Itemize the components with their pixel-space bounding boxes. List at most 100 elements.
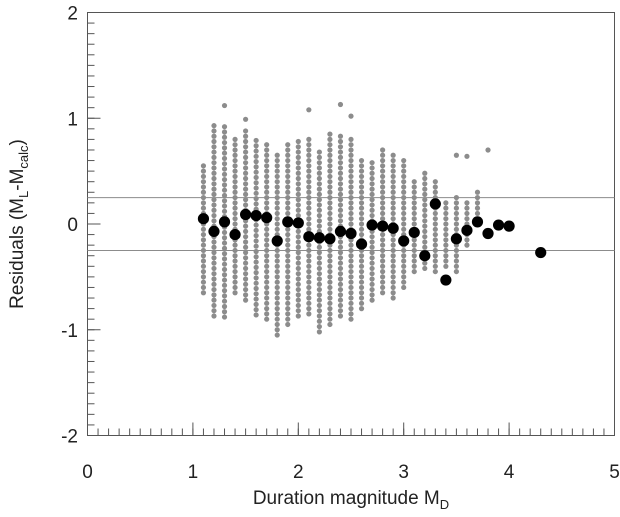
residual-point — [443, 247, 449, 254]
x-tick-label: 3 — [398, 462, 409, 483]
residual-point — [285, 194, 291, 201]
residual-point — [369, 197, 375, 203]
mean-residual-point — [355, 238, 368, 250]
residual-point — [243, 202, 249, 208]
residual-point — [432, 216, 438, 222]
residual-point — [432, 268, 438, 275]
residual-point — [285, 231, 291, 238]
residual-point — [401, 200, 407, 206]
residual-point — [264, 152, 270, 158]
residual-point — [221, 303, 228, 310]
residual-point — [390, 173, 396, 180]
residual-point — [243, 244, 249, 250]
residual-point — [264, 300, 270, 306]
x-tick-label: 0 — [82, 462, 93, 483]
residual-point — [348, 311, 354, 317]
residual-point — [295, 181, 301, 187]
residual-point — [221, 124, 228, 130]
residual-point — [337, 154, 344, 160]
residual-point — [348, 274, 354, 280]
residual-point — [253, 159, 259, 165]
residual-point — [295, 154, 301, 160]
x-axis-title: Duration magnitude MD — [253, 488, 449, 512]
residual-point — [253, 312, 259, 318]
residual-point — [285, 200, 291, 206]
residual-point — [316, 244, 322, 250]
x-axis-title-subscript: D — [440, 497, 449, 512]
residual-point — [221, 235, 228, 241]
residual-point — [401, 205, 407, 211]
residual-point — [306, 189, 312, 195]
residual-point — [327, 258, 333, 264]
residual-point — [390, 184, 396, 190]
residual-point — [369, 212, 375, 219]
residual-point — [243, 239, 249, 245]
residual-point — [264, 237, 270, 243]
residual-point — [306, 179, 312, 185]
y-tick-label: 2 — [67, 4, 78, 25]
residual-point — [285, 316, 291, 322]
residual-point — [337, 249, 344, 256]
residual-point — [285, 242, 291, 248]
residual-point — [443, 221, 449, 227]
residual-point — [327, 131, 333, 137]
residual-point — [316, 207, 322, 213]
residual-point — [380, 179, 386, 185]
residual-point — [348, 205, 354, 211]
residual-point — [295, 239, 301, 245]
residual-point — [422, 170, 428, 176]
residual-point — [253, 137, 259, 144]
residual-point — [285, 300, 291, 306]
residual-point — [264, 274, 270, 280]
residual-point — [253, 190, 259, 196]
residual-point — [390, 284, 396, 291]
residual-point — [274, 258, 280, 264]
residual-point — [327, 157, 333, 164]
residual-point — [369, 292, 375, 298]
residual-point — [243, 271, 249, 277]
residual-point — [274, 284, 280, 291]
residual-point — [358, 258, 365, 264]
residual-point — [285, 157, 291, 164]
residual-point — [337, 207, 344, 213]
residual-point — [411, 242, 417, 248]
residual-point — [411, 268, 417, 275]
residual-point — [401, 194, 407, 201]
mean-residual-point — [282, 216, 294, 228]
residual-point — [369, 249, 375, 256]
residual-point — [453, 210, 459, 217]
residual-point — [295, 186, 301, 192]
residual-point — [264, 258, 270, 264]
residual-point — [295, 234, 301, 240]
residual-point — [316, 260, 322, 266]
residual-point — [243, 116, 249, 122]
residual-point — [306, 247, 312, 254]
residual-point — [232, 263, 238, 269]
residual-point — [337, 313, 344, 319]
residual-point — [432, 221, 438, 227]
residual-point — [221, 102, 228, 109]
residual-point — [401, 163, 407, 169]
residual-point — [380, 189, 386, 195]
residual-point — [327, 263, 333, 269]
residual-point — [443, 242, 449, 248]
residual-point — [243, 128, 249, 134]
residual-point — [358, 173, 365, 180]
residual-point — [253, 296, 259, 302]
residual-point — [306, 200, 312, 206]
residual-point — [369, 191, 375, 197]
residual-point — [285, 290, 291, 296]
residual-point — [337, 265, 344, 272]
residual-point — [221, 293, 228, 299]
residual-point — [253, 264, 259, 270]
residual-point — [306, 253, 312, 259]
residual-point — [390, 263, 396, 269]
residual-point — [422, 239, 428, 245]
residual-point — [306, 152, 312, 158]
residual-point — [327, 205, 333, 211]
y-tick-label: 1 — [67, 109, 78, 130]
residual-point — [316, 202, 322, 208]
residual-point — [369, 181, 375, 187]
residual-point — [253, 285, 259, 292]
residual-point — [274, 332, 280, 338]
